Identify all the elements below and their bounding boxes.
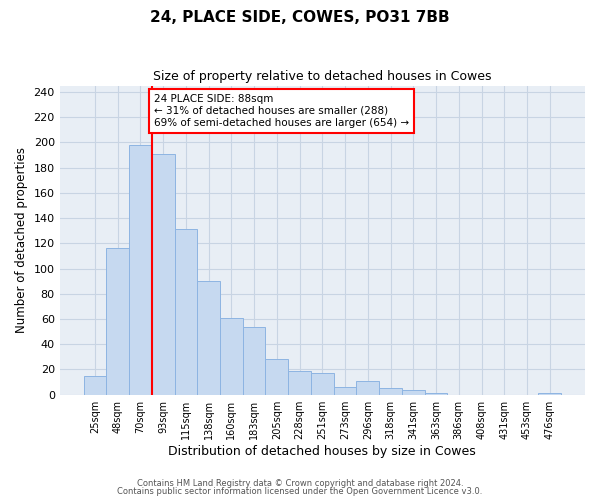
Bar: [243, 326, 265, 394]
Bar: [129, 145, 152, 394]
Bar: [379, 388, 402, 394]
Text: Contains public sector information licensed under the Open Government Licence v3: Contains public sector information licen…: [118, 487, 482, 496]
Text: 24, PLACE SIDE, COWES, PO31 7BB: 24, PLACE SIDE, COWES, PO31 7BB: [150, 10, 450, 25]
Bar: [83, 376, 106, 394]
Bar: [311, 374, 334, 394]
Bar: [220, 318, 243, 394]
Bar: [356, 381, 379, 394]
Bar: [197, 281, 220, 394]
Bar: [334, 387, 356, 394]
X-axis label: Distribution of detached houses by size in Cowes: Distribution of detached houses by size …: [169, 444, 476, 458]
Text: Contains HM Land Registry data © Crown copyright and database right 2024.: Contains HM Land Registry data © Crown c…: [137, 478, 463, 488]
Bar: [265, 360, 288, 394]
Bar: [106, 248, 129, 394]
Title: Size of property relative to detached houses in Cowes: Size of property relative to detached ho…: [153, 70, 491, 83]
Bar: [402, 390, 425, 394]
Text: 24 PLACE SIDE: 88sqm
← 31% of detached houses are smaller (288)
69% of semi-deta: 24 PLACE SIDE: 88sqm ← 31% of detached h…: [154, 94, 409, 128]
Bar: [152, 154, 175, 394]
Y-axis label: Number of detached properties: Number of detached properties: [15, 147, 28, 333]
Bar: [288, 370, 311, 394]
Bar: [175, 230, 197, 394]
